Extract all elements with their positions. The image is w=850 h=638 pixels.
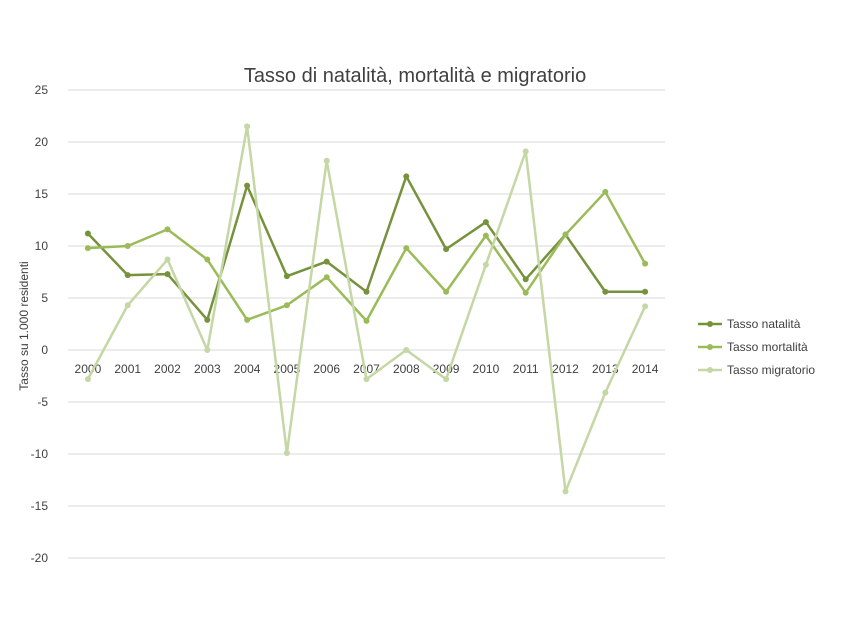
y-tick-label: -5 <box>37 395 48 409</box>
data-point <box>642 288 649 295</box>
data-point <box>403 173 410 180</box>
data-point <box>164 226 171 233</box>
x-tick-label: 2003 <box>194 362 221 376</box>
data-point <box>363 317 370 324</box>
data-point <box>283 302 290 309</box>
series-line <box>86 125 647 493</box>
data-point <box>244 123 251 130</box>
x-tick-label: 2007 <box>353 362 380 376</box>
series-lines <box>84 123 649 495</box>
legend-item: Tasso migratorio <box>698 363 815 377</box>
x-tick-label: 2005 <box>274 362 301 376</box>
data-point <box>244 182 251 189</box>
data-point <box>443 288 450 295</box>
data-point <box>403 245 410 252</box>
data-point <box>363 376 370 383</box>
y-tick-label: -20 <box>31 551 49 565</box>
data-point <box>204 256 211 263</box>
y-tick-label: 25 <box>35 83 49 97</box>
series-line <box>87 190 647 323</box>
data-point <box>642 260 649 267</box>
data-point <box>84 230 91 237</box>
data-point <box>323 274 330 281</box>
y-tick-label: 0 <box>41 343 48 357</box>
data-point <box>522 276 529 283</box>
data-point <box>443 246 450 253</box>
data-point <box>283 273 290 280</box>
series-1 <box>84 173 649 323</box>
chart-title: Tasso di natalità, mortalità e migratori… <box>244 65 586 87</box>
x-tick-label: 2010 <box>473 362 500 376</box>
data-point <box>522 289 529 296</box>
series-2 <box>84 188 649 324</box>
data-point <box>124 272 131 279</box>
gridlines <box>68 89 665 559</box>
data-point <box>204 316 211 323</box>
x-tick-label: 2009 <box>433 362 460 376</box>
legend-marker <box>707 321 713 327</box>
legend: Tasso natalità Tasso mortalità Tasso migra… <box>698 317 815 377</box>
data-point <box>283 449 290 456</box>
data-point <box>602 188 609 195</box>
data-point <box>443 376 450 383</box>
data-point <box>204 347 211 353</box>
data-point <box>164 256 171 263</box>
data-point <box>84 376 91 383</box>
y-tick-label: 5 <box>41 291 48 305</box>
x-tick-label: 2000 <box>75 362 102 376</box>
data-point <box>363 288 370 295</box>
data-point <box>124 243 131 249</box>
y-axis-label: Tasso su 1.000 residenti <box>17 261 31 390</box>
x-tick-label: 2004 <box>234 362 261 376</box>
y-tick-label: 15 <box>35 187 49 201</box>
data-point <box>522 148 529 155</box>
x-tick-label: 2013 <box>592 362 619 376</box>
x-tick-label: 2002 <box>154 362 181 376</box>
y-tick-label: -10 <box>31 447 49 461</box>
data-point <box>602 389 609 396</box>
data-point <box>323 258 330 265</box>
x-tick-label: 2006 <box>313 362 340 376</box>
data-point <box>323 157 330 164</box>
data-point <box>403 347 410 353</box>
x-tick-label: 2012 <box>552 362 579 376</box>
data-point <box>482 261 489 268</box>
data-point <box>562 231 569 238</box>
y-tick-label: 20 <box>35 135 49 149</box>
y-tick-label: 10 <box>35 239 49 253</box>
legend-marker <box>707 344 713 350</box>
legend-label: Tasso mortalità <box>727 340 808 354</box>
x-axis-ticks: 2000 2001 2002 2003 2004 2005 2006 2007 2008 2009… <box>75 362 659 376</box>
data-point <box>124 302 131 309</box>
legend-marker <box>707 367 713 373</box>
data-point <box>642 303 649 310</box>
series-3 <box>84 123 649 495</box>
legend-item: Tasso mortalità <box>698 340 808 354</box>
x-tick-label: 2011 <box>513 362 539 376</box>
data-point <box>244 316 251 323</box>
legend-item: Tasso natalità <box>698 317 801 331</box>
y-tick-label: -15 <box>31 499 49 513</box>
y-axis-ticks: 25 20 15 10 5 0 -5 -10 -15 -20 <box>31 83 49 565</box>
x-tick-label: 2008 <box>393 362 420 376</box>
data-point <box>482 232 489 239</box>
data-point <box>84 245 91 252</box>
data-point <box>482 219 489 226</box>
x-tick-label: 2014 <box>632 362 659 376</box>
x-tick-label: 2001 <box>114 362 141 376</box>
data-point <box>602 288 609 295</box>
data-point <box>164 271 171 278</box>
legend-label: Tasso natalità <box>727 317 801 331</box>
legend-label: Tasso migratorio <box>727 363 815 377</box>
data-point <box>562 488 569 495</box>
